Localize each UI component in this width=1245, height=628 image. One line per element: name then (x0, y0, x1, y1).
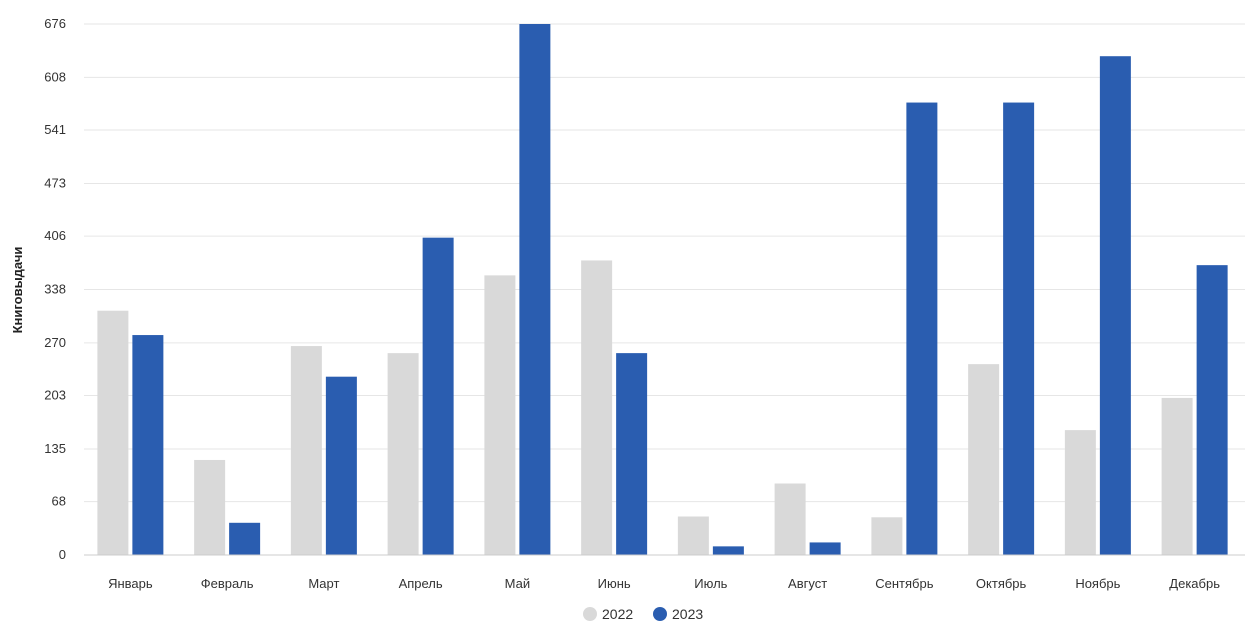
x-tick-label: Ноябрь (1075, 576, 1120, 591)
bar-2023[interactable] (712, 546, 744, 555)
bar-2023[interactable] (809, 542, 841, 555)
bar-2022[interactable] (97, 310, 129, 555)
bar-2023[interactable] (422, 237, 454, 555)
bar-2022[interactable] (677, 516, 709, 555)
x-tick-label: Август (788, 576, 827, 591)
bar-2023[interactable] (1099, 56, 1131, 555)
bar-2022[interactable] (1064, 430, 1096, 555)
x-tick-label: Апрель (399, 576, 443, 591)
x-tick-label: Июль (694, 576, 727, 591)
bar-2022[interactable] (1161, 397, 1193, 555)
x-tick-label: Февраль (201, 576, 254, 591)
x-axis-ticks: Январь Февраль Март Апрель Май Июнь Июль Август… (108, 576, 1220, 591)
x-tick-label: Май (505, 576, 530, 591)
x-tick-label: Сентябрь (875, 576, 933, 591)
bar-2023[interactable] (229, 522, 261, 555)
bar-2022[interactable] (774, 483, 806, 555)
bar-2023[interactable] (1196, 265, 1228, 555)
x-tick-label: Октябрь (976, 576, 1027, 591)
y-tick-label: 203 (44, 388, 66, 403)
y-tick-label: 0 (59, 547, 66, 562)
bar-2023[interactable] (132, 335, 164, 555)
x-tick-label: Декабрь (1169, 576, 1220, 591)
y-tick-label: 676 (44, 16, 66, 31)
legend-label-2022[interactable]: 2022 (602, 606, 633, 622)
y-tick-label: 270 (44, 335, 66, 350)
bar-2023[interactable] (1003, 102, 1035, 555)
bar-2022[interactable] (968, 364, 1000, 555)
y-axis-ticks: 0 68 135 203 270 338 406 473 541 608 676 (44, 16, 66, 562)
legend-label-2023[interactable]: 2023 (672, 606, 703, 622)
y-tick-label: 338 (44, 282, 66, 297)
bar-2022[interactable] (290, 346, 322, 555)
bar-2022[interactable] (194, 459, 226, 555)
bar-2022[interactable] (387, 353, 419, 555)
bar-2023[interactable] (519, 24, 551, 555)
bar-2023[interactable] (906, 102, 938, 555)
bar-2022[interactable] (871, 517, 903, 555)
legend-marker-2023[interactable] (653, 607, 667, 621)
grid-lines (84, 23, 1245, 503)
x-tick-label: Март (308, 576, 339, 591)
y-tick-label: 135 (44, 441, 66, 456)
bars (97, 24, 1228, 555)
x-tick-label: Июнь (598, 576, 631, 591)
legend-marker-2022[interactable] (583, 607, 597, 621)
y-tick-label: 541 (44, 122, 66, 137)
y-tick-label: 68 (52, 494, 66, 509)
y-axis-title: Книговыдачи (10, 247, 25, 334)
bar-2023[interactable] (325, 376, 357, 555)
y-tick-label: 608 (44, 69, 66, 84)
bar-2023[interactable] (616, 353, 648, 555)
x-tick-label: Январь (108, 576, 153, 591)
legend: 2022 2023 (583, 606, 703, 622)
bar-2022[interactable] (581, 260, 613, 555)
y-tick-label: 473 (44, 175, 66, 190)
y-tick-label: 406 (44, 228, 66, 243)
bar-2022[interactable] (484, 275, 516, 555)
